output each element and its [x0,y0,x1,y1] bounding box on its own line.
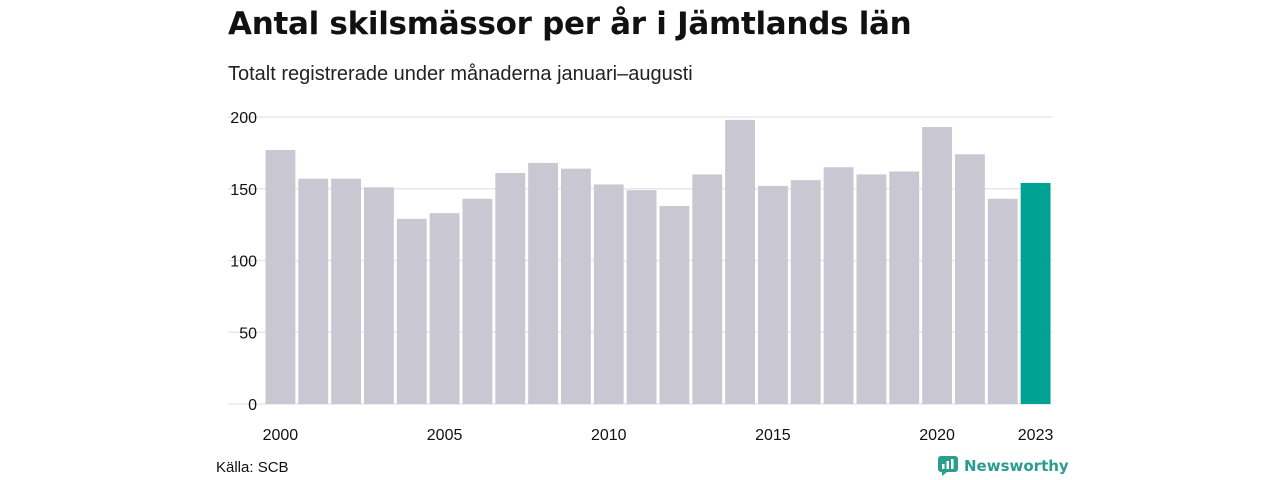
bar-2011 [626,190,657,404]
bar-2020 [922,127,952,405]
bar-2007 [495,172,526,404]
y-tick-label: 150 [230,182,257,199]
y-tick-label: 0 [248,397,257,414]
bar-2005 [429,213,460,404]
brand-name: Newsworthy [964,457,1069,475]
x-tick-label: 2005 [427,427,463,444]
chart-title: Antal skilsmässor per år i Jämtlands län [228,6,912,42]
bar-2017 [823,167,854,404]
bar-2001 [298,178,329,404]
x-tick-label: 2015 [755,427,791,444]
x-tick-label: 2010 [591,427,627,444]
x-tick-label: 2000 [263,427,299,444]
bar-2002 [331,178,361,404]
bar-2000 [265,150,296,404]
bar-2015 [758,185,788,404]
bar-2010 [593,184,624,404]
y-tick-label: 50 [239,325,257,342]
bar-2012 [659,205,690,404]
bar-2009 [561,168,591,404]
chart-subtitle: Totalt registrerade under månaderna janu… [228,63,693,85]
bar-2008 [528,162,558,404]
bar-2014 [725,119,755,405]
y-axis-ticks: 0 50 100 150 200 [230,110,257,414]
bar-2022 [987,198,1018,404]
source-note: Källa: SCB [216,459,289,476]
x-axis-ticks: 2000 2005 2010 2015 2020 2023 [263,427,1054,444]
x-tick-label: 2023 [1018,427,1054,444]
bar-2003 [364,187,394,404]
newsworthy-logo: Newsworthy [938,456,1069,476]
bar-2006 [462,198,493,404]
y-tick-label: 200 [230,110,257,127]
bar-2013 [692,174,723,404]
bar-2021 [955,154,985,404]
y-tick-label: 100 [230,254,257,271]
bar-2016 [790,180,821,404]
bar-2004 [396,218,427,404]
bars [265,119,1051,405]
newsworthy-icon [938,456,958,476]
bar-2023 [1020,183,1051,404]
x-tick-label: 2020 [919,427,955,444]
bar-2018 [856,174,887,404]
bar-2019 [889,171,920,404]
